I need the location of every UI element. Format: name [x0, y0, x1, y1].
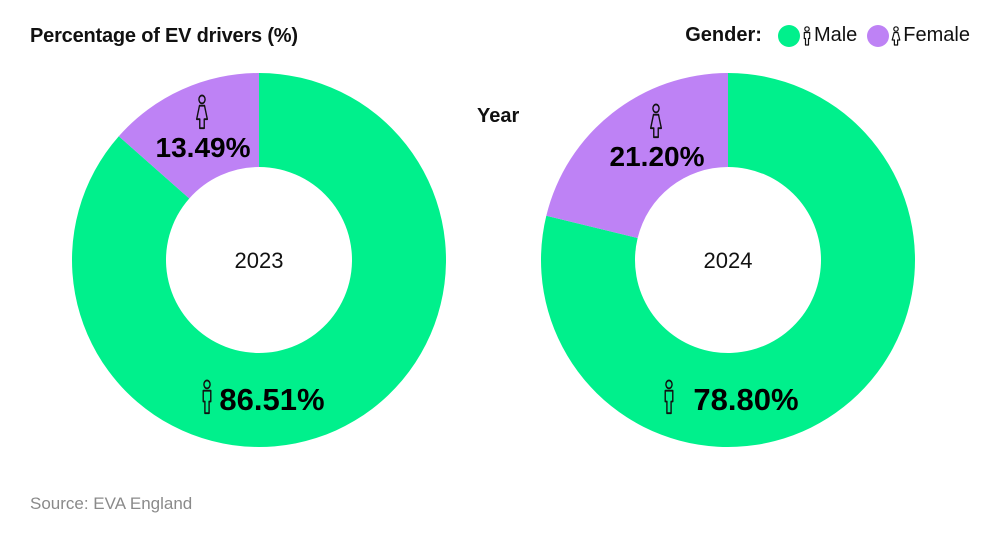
- legend-item-female: Female: [867, 24, 970, 47]
- value-label-female-2024: 21.20%: [610, 141, 705, 172]
- center-label-2023: 2023: [235, 248, 284, 273]
- legend-item-male: Male: [777, 24, 858, 47]
- chart-title: Percentage of EV drivers (%): [30, 25, 298, 47]
- male-person-icon: [803, 25, 811, 46]
- slice-female-2024: [546, 73, 728, 239]
- slice-female-2023: [118, 73, 259, 199]
- value-label-female-2023: 13.49%: [156, 132, 251, 163]
- male-person-icon-2023: [202, 379, 212, 415]
- legend-label-male: Male: [813, 24, 858, 46]
- value-label-male-2024: 78.80%: [693, 382, 798, 417]
- center-label-2024: 2024: [704, 248, 753, 273]
- legend-label-female: Female: [903, 24, 970, 46]
- legend-title: Gender:: [685, 24, 762, 46]
- male-person-icon-2024: [664, 379, 674, 415]
- female-person-icon-2024: [649, 103, 663, 139]
- legend-swatch-female: [867, 24, 890, 47]
- slice-male-2024: [541, 73, 916, 447]
- legend: Gender: Male Female: [685, 24, 970, 47]
- legend-swatch-male: [777, 24, 800, 47]
- slice-male-2023: [71, 73, 447, 448]
- source-note: Source: EVA England: [30, 494, 193, 513]
- year-axis-label: Year: [477, 105, 520, 127]
- female-person-icon: [891, 25, 901, 46]
- value-label-male-2023: 86.51%: [219, 382, 324, 417]
- female-person-icon-2023: [195, 94, 209, 130]
